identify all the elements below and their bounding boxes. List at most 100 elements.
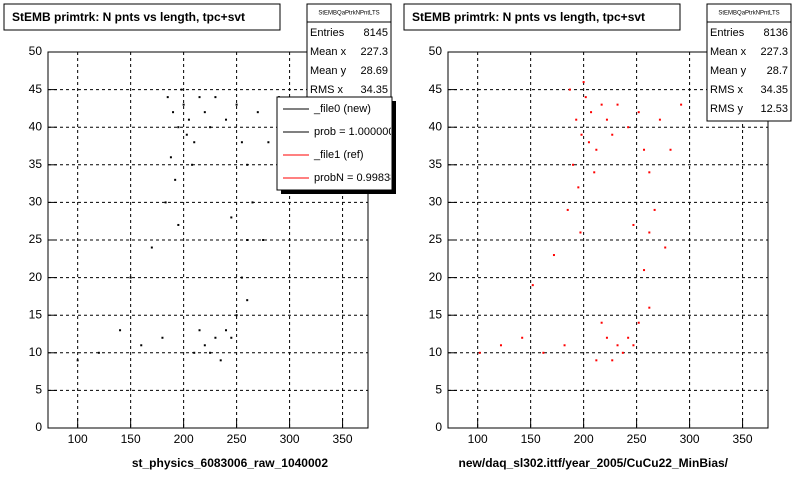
point: [531, 284, 534, 287]
point: [680, 103, 683, 106]
stats-label: Mean y: [710, 65, 747, 77]
legend-label: probN = 0.99838: [314, 172, 396, 184]
point: [182, 103, 185, 106]
point: [566, 208, 569, 211]
point: [643, 269, 646, 272]
point: [593, 171, 596, 174]
point: [590, 111, 593, 114]
y-tick-label: 40: [429, 119, 443, 133]
stats-label: Entries: [310, 27, 345, 39]
point: [185, 133, 188, 136]
point: [267, 141, 270, 144]
point: [140, 344, 143, 347]
y-tick-label: 15: [29, 307, 43, 321]
point: [669, 148, 672, 151]
point: [235, 103, 238, 106]
y-tick-label: 25: [29, 232, 43, 246]
point: [632, 344, 635, 347]
y-tick-label: 0: [435, 420, 442, 434]
stats-value: 28.69: [360, 65, 388, 77]
stats-title: StEMBQaPtrkNPntLTS: [718, 11, 779, 17]
legend-label: prob = 1.000000: [314, 126, 394, 138]
legend-label: _file0 (new): [313, 103, 371, 115]
x-tick-label: 350: [333, 432, 353, 446]
point: [563, 344, 566, 347]
stats-value: 28.7: [767, 65, 788, 77]
chart-title: StEMB primtrk: N pnts vs length, tpc+svt: [412, 10, 645, 24]
stats-label: RMS y: [710, 103, 744, 115]
y-tick-label: 45: [29, 82, 43, 96]
point: [577, 186, 580, 189]
y-tick-label: 20: [429, 270, 443, 284]
point: [251, 201, 254, 204]
stats-label: RMS x: [710, 84, 744, 96]
stats-title: StEMBQaPtrkNPntLTS: [318, 11, 379, 17]
x-tick-label: 200: [574, 432, 594, 446]
point: [632, 223, 635, 226]
point: [198, 96, 201, 99]
legend-box: [276, 96, 393, 191]
point: [209, 351, 212, 354]
point: [579, 231, 582, 234]
stats-value: 34.35: [360, 84, 388, 96]
point: [572, 163, 575, 166]
x-tick-label: 250: [227, 432, 247, 446]
point: [521, 336, 524, 339]
point: [478, 351, 481, 354]
y-tick-label: 35: [429, 157, 443, 171]
point: [542, 351, 545, 354]
x-tick-label: 100: [68, 432, 88, 446]
point: [166, 96, 169, 99]
point: [214, 96, 217, 99]
point: [664, 246, 667, 249]
title-box: [403, 3, 681, 31]
title-box: [3, 3, 281, 31]
stats-value: 8145: [364, 27, 388, 39]
stats-label: RMS x: [310, 84, 344, 96]
y-tick-label: 30: [429, 195, 443, 209]
point: [129, 276, 132, 279]
point: [230, 336, 233, 339]
y-tick-label: 0: [35, 420, 42, 434]
y-tick-label: 40: [29, 119, 43, 133]
point: [580, 133, 583, 136]
point: [230, 216, 233, 219]
point: [193, 141, 196, 144]
point: [256, 111, 259, 114]
point: [658, 118, 661, 121]
point: [627, 336, 630, 339]
stats-label: Mean y: [310, 65, 347, 77]
point: [605, 336, 608, 339]
y-tick-label: 25: [429, 232, 443, 246]
point: [616, 344, 619, 347]
stats-value: 8136: [764, 27, 788, 39]
legend-clip: _file0 (new) prob = 1.000000 _file1 (ref) p…: [283, 103, 396, 184]
y-tick-label: 10: [429, 345, 443, 359]
point: [643, 148, 646, 151]
y-tick-label: 15: [429, 307, 443, 321]
point: [219, 359, 222, 362]
point: [621, 351, 624, 354]
point: [187, 118, 190, 121]
point: [172, 111, 175, 114]
point: [595, 148, 598, 151]
y-tick-label: 30: [29, 195, 43, 209]
point: [611, 359, 614, 362]
point: [568, 88, 571, 91]
point: [235, 314, 238, 317]
chart-title: StEMB primtrk: N pnts vs length, tpc+svt: [12, 10, 245, 24]
point: [177, 126, 180, 129]
point: [119, 329, 122, 332]
y-tick-label: 50: [429, 44, 443, 58]
point: [648, 306, 651, 309]
point: [648, 171, 651, 174]
point: [240, 141, 243, 144]
x-tick-label: 100: [468, 432, 488, 446]
point: [225, 329, 228, 332]
point: [150, 246, 153, 249]
point: [246, 299, 249, 302]
x-tick-label: 250: [627, 432, 647, 446]
point: [180, 88, 183, 91]
point: [177, 223, 180, 226]
x-tick-label: 350: [733, 432, 753, 446]
